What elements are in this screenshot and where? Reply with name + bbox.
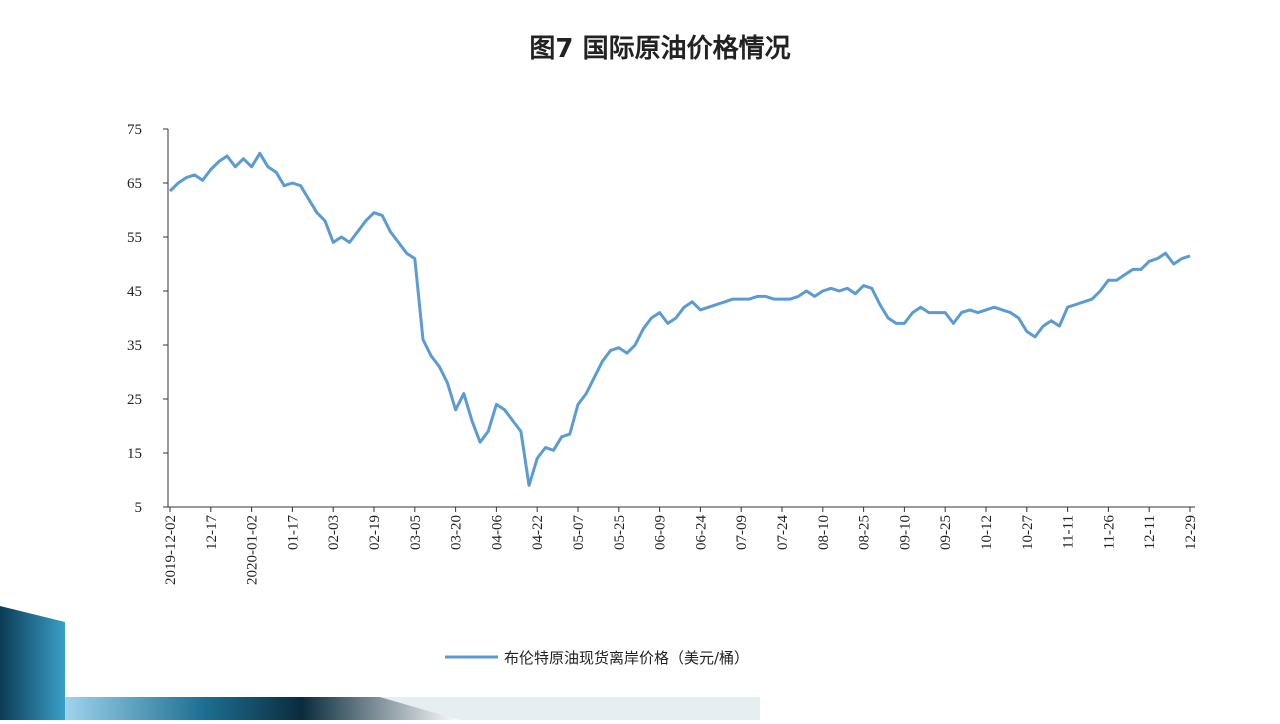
x-tick-label: 08-10 — [816, 515, 832, 550]
decor-bar-tail — [380, 697, 760, 720]
chart-title: 图7 国际原油价格情况 — [529, 33, 790, 64]
x-tick-label: 03-05 — [408, 515, 424, 550]
decor-side — [0, 606, 65, 720]
x-tick-label: 11-26 — [1101, 515, 1117, 550]
x-tick-label: 02-19 — [367, 515, 383, 550]
y-tick-label: 25 — [127, 392, 142, 408]
x-tick-label: 06-24 — [693, 515, 709, 550]
legend-label: 布伦特原油现货离岸价格（美元/桶） — [504, 649, 749, 667]
y-tick-label: 65 — [127, 176, 142, 192]
x-tick-label: 11-11 — [1061, 515, 1077, 549]
x-tick-label: 12-11 — [1142, 515, 1158, 549]
x-tick-label: 03-20 — [449, 515, 465, 550]
x-tick-label: 07-09 — [734, 515, 750, 550]
x-tick-label: 2019-12-02 — [163, 515, 179, 585]
x-tick-label: 05-07 — [571, 515, 587, 550]
x-tick-label: 10-27 — [1020, 515, 1036, 550]
y-tick-label: 5 — [135, 500, 143, 516]
x-tick-label: 01-17 — [285, 515, 301, 550]
x-tick-label: 06-09 — [653, 515, 669, 550]
x-tick-label: 12-17 — [204, 515, 220, 550]
x-tick-label: 12-29 — [1183, 515, 1199, 550]
price-line — [168, 151, 1191, 487]
x-tick-label: 05-25 — [612, 515, 628, 550]
x-tick-label: 07-24 — [775, 515, 791, 550]
x-tick-label: 02-03 — [326, 515, 342, 550]
x-tick-label: 09-10 — [897, 515, 913, 550]
x-tick-label: 10-12 — [979, 515, 995, 550]
x-tick-label: 09-25 — [938, 515, 954, 550]
y-tick-label: 75 — [127, 122, 142, 138]
y-tick-label: 45 — [127, 284, 142, 300]
y-tick-label: 35 — [127, 338, 142, 354]
x-tick-label: 04-22 — [530, 515, 546, 550]
x-tick-label: 04-06 — [489, 515, 505, 550]
x-tick-label: 2020-01-02 — [245, 515, 261, 585]
y-tick-label: 15 — [127, 446, 142, 462]
decor-bar — [65, 697, 460, 720]
x-tick-label: 08-25 — [857, 515, 873, 550]
y-tick-label: 55 — [127, 230, 142, 246]
